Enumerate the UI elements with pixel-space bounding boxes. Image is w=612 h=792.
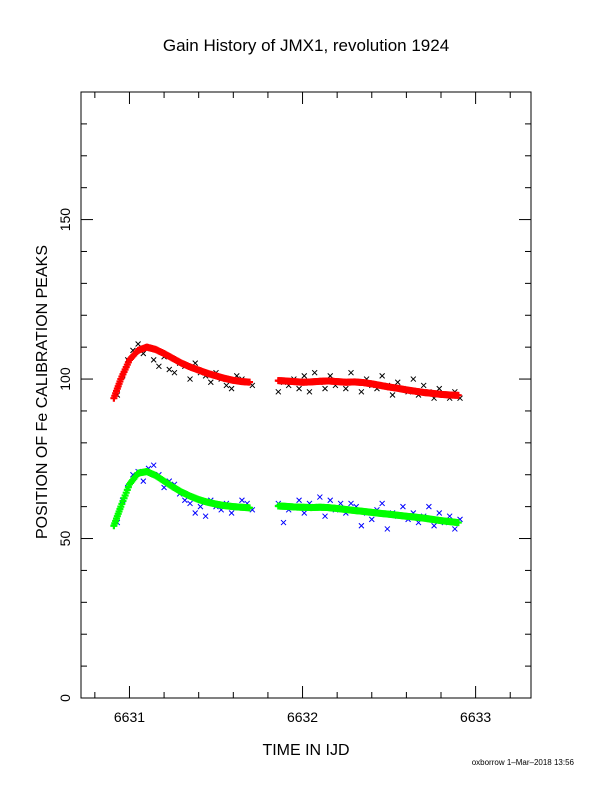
series-3 (110, 468, 462, 530)
data-point (296, 497, 302, 504)
data-point (451, 526, 458, 532)
y-tick-label: 0 (57, 694, 73, 702)
data-point (223, 382, 230, 389)
data-point (394, 379, 401, 386)
data-point (348, 500, 354, 507)
data-point (171, 369, 178, 376)
data-point (379, 373, 386, 379)
footer-stamp: oxborrow 1–Mar–2018 13:56 (471, 758, 574, 767)
data-point (166, 366, 173, 373)
fit-point (246, 504, 254, 512)
chart-title: Gain History of JMX1, revolution 1924 (162, 36, 450, 55)
plot-frame (80, 91, 532, 699)
data-point (446, 513, 453, 520)
data-point (280, 519, 287, 526)
data-point (150, 357, 157, 363)
data-point (181, 497, 188, 504)
data-point (322, 385, 328, 392)
fit-point (454, 519, 462, 527)
data-point (207, 379, 214, 386)
data-point (192, 510, 199, 516)
data-point (135, 341, 141, 347)
x-tick-label: 6632 (287, 709, 318, 725)
fit-point (454, 391, 462, 399)
data-point (384, 526, 391, 532)
y-axis-label: POSITION OF Fe CALIBRATION PEAKS (34, 245, 51, 539)
data-point (202, 513, 209, 520)
data-point (426, 503, 432, 510)
data-point (316, 494, 323, 500)
x-axis-label: TIME IN IJD (262, 742, 349, 759)
x-ticks: 6631 6632 6633 (94, 92, 511, 725)
data-point (358, 522, 365, 529)
y-tick-label: 50 (57, 531, 73, 547)
data-point (358, 388, 365, 395)
data-point (436, 510, 443, 516)
data-point (249, 382, 256, 389)
data-point (296, 385, 302, 392)
y-ticks: 0 50 100 150 (57, 91, 531, 702)
data-point (187, 500, 193, 507)
data-point (228, 510, 235, 516)
data-point (342, 385, 349, 392)
data-point (197, 503, 204, 510)
data-point (379, 500, 386, 507)
data-point (239, 497, 245, 504)
y-tick-label: 100 (57, 367, 73, 391)
data-point (436, 385, 443, 392)
data-point (311, 369, 318, 376)
data-point (368, 516, 375, 523)
data-point (301, 373, 308, 379)
data-point (156, 363, 162, 370)
data-marks (110, 341, 463, 532)
data-point (140, 478, 147, 484)
data-point (275, 388, 282, 395)
data-point (322, 513, 328, 520)
series-2 (114, 462, 463, 532)
data-point (327, 497, 334, 504)
x-tick-label: 6633 (460, 709, 491, 725)
data-point (389, 392, 396, 398)
fit-point (246, 378, 254, 386)
data-point (431, 522, 437, 529)
data-point (337, 500, 344, 507)
x-tick-label: 6631 (114, 709, 145, 725)
data-point (301, 510, 308, 516)
series-1 (110, 343, 462, 402)
data-point (410, 376, 417, 382)
data-point (228, 385, 235, 392)
data-point (306, 388, 313, 395)
y-tick-label: 150 (57, 208, 73, 232)
data-point (150, 462, 157, 469)
data-point (420, 382, 427, 389)
data-point (348, 369, 354, 376)
data-point (400, 503, 406, 510)
data-point (187, 376, 193, 382)
